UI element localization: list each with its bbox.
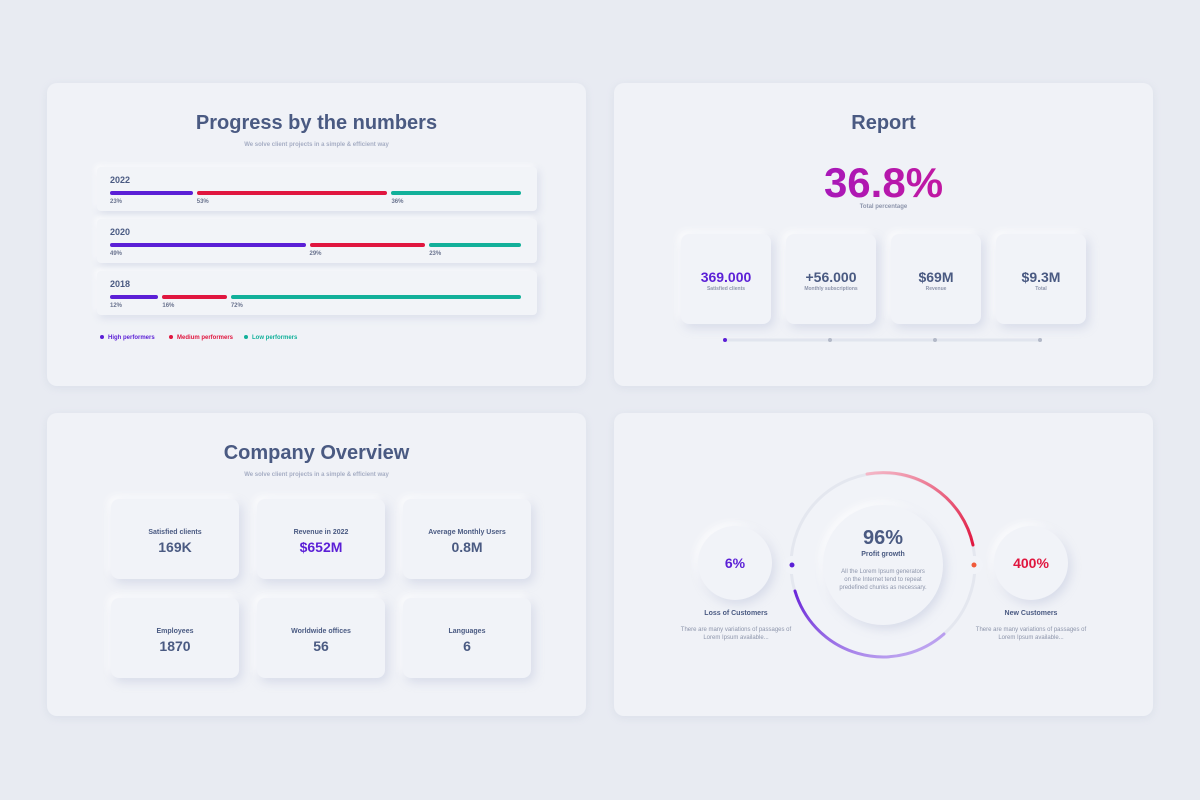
progress-bar	[230, 295, 521, 299]
panel-subtitle: We solve client projects in a simple & e…	[244, 472, 389, 478]
progress-label: 72%	[230, 303, 243, 309]
overview-value: 0.8M	[451, 539, 483, 555]
panel-title: Progress by the numbers	[195, 112, 438, 134]
legend-item: Medium performers	[169, 335, 233, 341]
progress-bar	[309, 243, 426, 247]
ring-arc	[793, 589, 946, 659]
legend-item: Low performers	[244, 335, 297, 341]
progress-row: 2022 23% 53% 36%	[97, 167, 537, 211]
progress-bar	[110, 295, 159, 299]
progress-label: 49%	[110, 251, 123, 257]
left-text: There are many variations of passages of…	[680, 627, 792, 641]
overview-label: Employees	[156, 628, 194, 635]
progress-label: 12%	[110, 303, 123, 309]
progress-label: 36%	[391, 199, 404, 205]
row-year: 2020	[110, 227, 131, 237]
progress-bar	[162, 295, 227, 299]
stat-value: 369.000	[700, 269, 752, 285]
overview-panel: Company Overview We solve client project…	[47, 413, 586, 716]
overview-value: $652M	[299, 539, 343, 555]
overview-card: Employees 1870	[111, 598, 239, 678]
progress-row: 2018 12% 16% 72%	[97, 271, 537, 315]
stat-card: $9.3M Total	[996, 234, 1086, 324]
progress-label: 23%	[429, 251, 442, 257]
overview-value: 1870	[159, 638, 191, 654]
overview-label: Satisfied clients	[148, 529, 202, 536]
legend-label: High performers	[108, 335, 155, 341]
row-year: 2022	[110, 175, 131, 185]
legend-item: High performers	[100, 335, 155, 341]
right-label: New Customers	[1004, 610, 1058, 617]
panel-subtitle: We solve client projects in a simple & e…	[244, 142, 389, 148]
progress-panel: Progress by the numbers We solve client …	[47, 83, 586, 386]
headline-value: 36.8%	[614, 159, 1153, 207]
slider	[723, 338, 1042, 342]
stat-value: $69M	[918, 269, 954, 285]
progress-bar	[429, 243, 521, 247]
center-text: All the Lorem Ipsum generators on the In…	[839, 569, 927, 591]
overview-value: 169K	[158, 539, 192, 555]
stat-card: +56.000 Monthly subscriptions	[786, 234, 876, 324]
left-circle: 6%	[698, 526, 772, 600]
overview-value: 6	[463, 638, 471, 654]
overview-label: Revenue in 2022	[293, 529, 349, 536]
overview-label: Languages	[448, 628, 486, 635]
slider-dot[interactable]	[933, 338, 937, 342]
ring-arc	[865, 471, 975, 547]
progress-label: 53%	[196, 199, 209, 205]
stat-card: 369.000 Satisfied clients	[681, 234, 771, 324]
stat-card: $69M Revenue	[891, 234, 981, 324]
legend-dot	[100, 335, 104, 340]
progress-label: 23%	[110, 199, 123, 205]
ring-dot	[789, 562, 795, 568]
stat-label: Total	[1035, 286, 1047, 292]
progress-label: 16%	[162, 303, 175, 309]
stat-label: Monthly subscriptions	[804, 286, 858, 292]
left-value: 6%	[724, 555, 746, 571]
progress-bar	[110, 191, 193, 195]
overview-card: Revenue in 2022 $652M	[257, 499, 385, 579]
slider-dot[interactable]	[723, 338, 727, 342]
overview-label: Worldwide offices	[291, 628, 351, 635]
slider-dot[interactable]	[828, 338, 832, 342]
panel-title: Report	[851, 112, 916, 134]
overview-card: Satisfied clients 169K	[111, 499, 239, 579]
legend-label: Medium performers	[177, 335, 234, 341]
center-value: 96%	[862, 527, 904, 549]
stat-value: +56.000	[805, 269, 857, 285]
legend-dot	[169, 335, 173, 340]
overview-value: 56	[313, 638, 329, 654]
right-circle: 400%	[994, 526, 1068, 600]
center-circle: 96% Profit growth All the Lorem Ipsum ge…	[823, 505, 943, 625]
progress-row: 2020 49% 29% 23%	[97, 219, 537, 263]
progress-bar	[196, 191, 388, 195]
overview-card: Worldwide offices 56	[257, 598, 385, 678]
right-text: There are many variations of passages of…	[975, 627, 1087, 641]
stat-value: $9.3M	[1021, 269, 1061, 285]
progress-bar	[110, 243, 306, 247]
center-label: Profit growth	[861, 551, 905, 558]
left-label: Loss of Customers	[704, 610, 768, 617]
row-year: 2018	[110, 279, 131, 289]
legend-label: Low performers	[252, 335, 298, 341]
slider-dot[interactable]	[1038, 338, 1042, 342]
ring-dot	[971, 562, 977, 568]
progress-bar	[391, 191, 521, 195]
report-panel: Report 36.8% Total percentage 369.000 Sat…	[614, 83, 1153, 386]
right-value: 400%	[1013, 555, 1049, 571]
panel-title: Company Overview	[223, 442, 410, 464]
stat-label: Satisfied clients	[706, 286, 746, 292]
headline-label: Total percentage	[859, 204, 908, 210]
profit-panel: 96% Profit growth All the Lorem Ipsum ge…	[614, 413, 1153, 716]
overview-card: Average Monthly Users 0.8M	[403, 499, 531, 579]
overview-label: Average Monthly Users	[428, 529, 506, 536]
overview-card: Languages 6	[403, 598, 531, 678]
legend-dot	[244, 335, 248, 340]
stat-label: Revenue	[925, 286, 947, 292]
progress-label: 29%	[309, 251, 322, 257]
